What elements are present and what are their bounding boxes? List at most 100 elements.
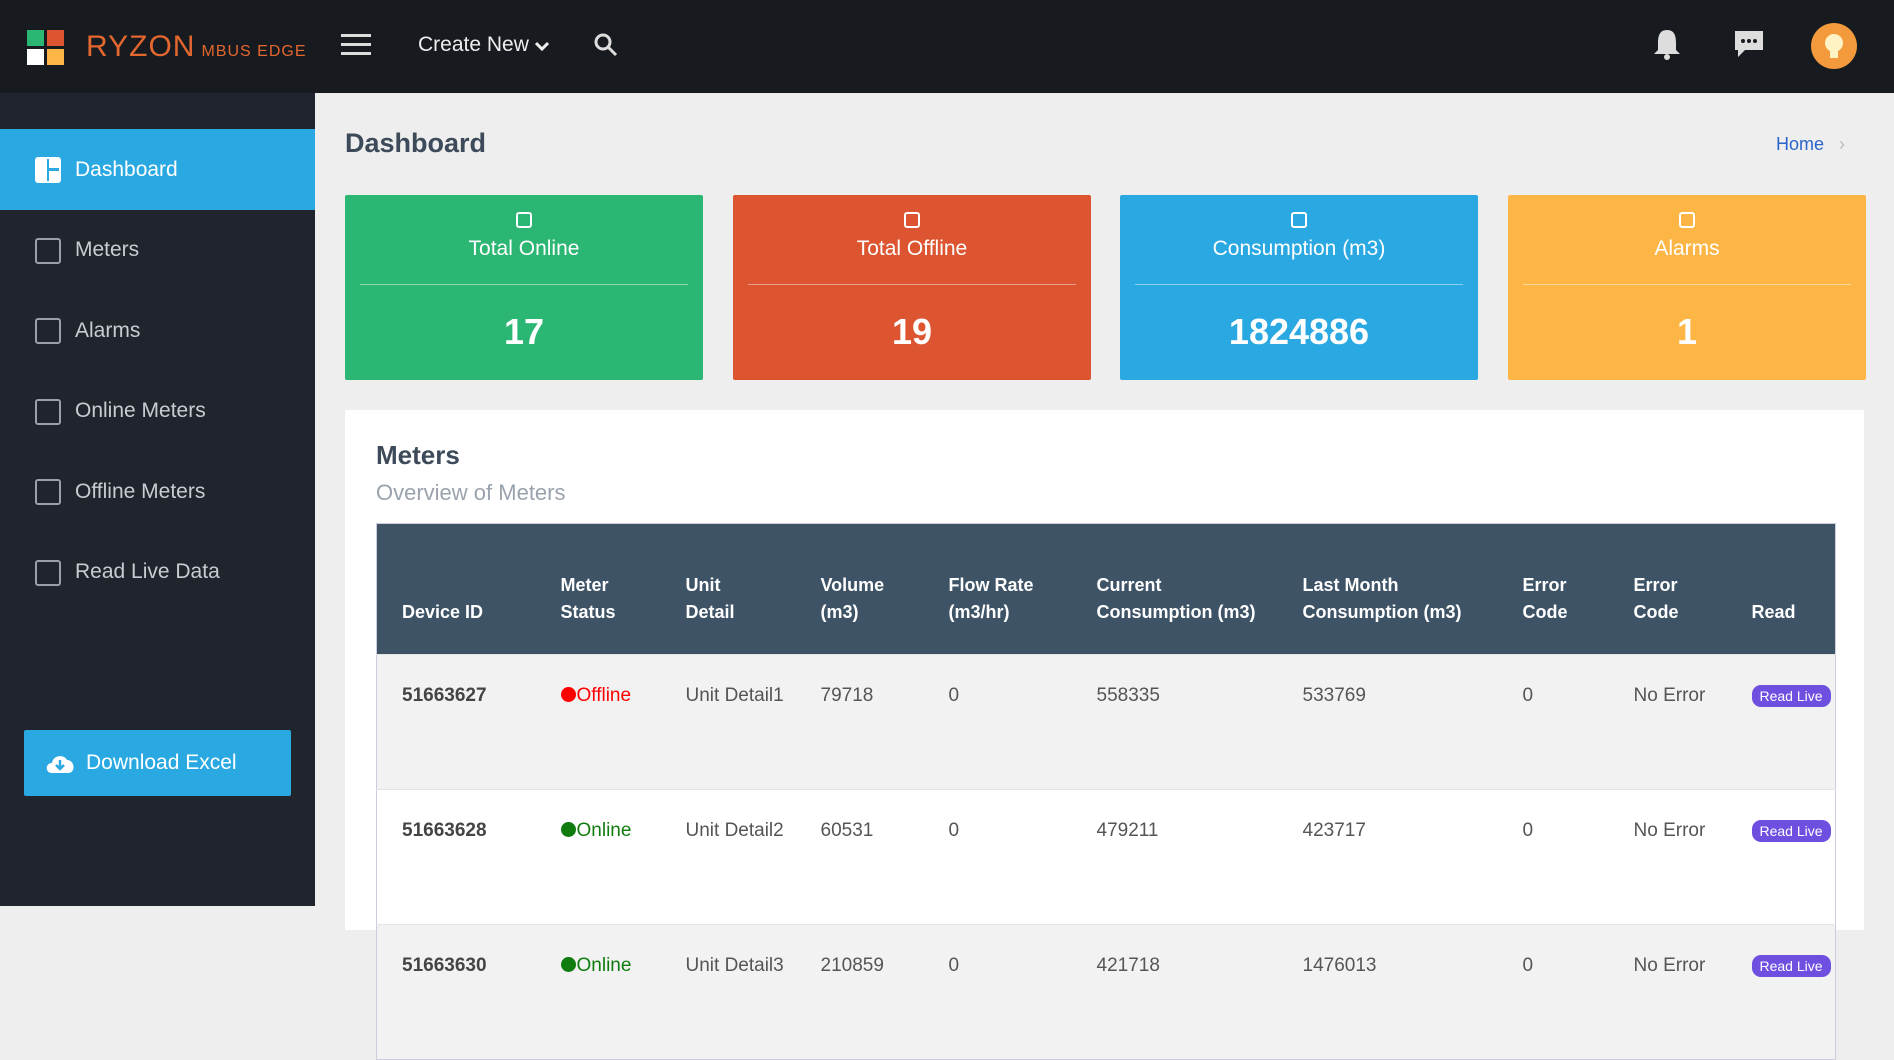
cell-device: 51663628: [376, 789, 536, 925]
header-text: Flow Rate: [948, 575, 1034, 595]
column-header: Device ID: [376, 523, 536, 655]
nav-icon: [35, 479, 61, 505]
nav-label: Meters: [75, 238, 140, 261]
status-dot: [560, 687, 576, 702]
cell-text: 1476013: [1302, 955, 1377, 976]
status-text: Offline: [576, 685, 632, 706]
cell-flow: 0: [923, 654, 1072, 790]
menu-toggle[interactable]: [341, 33, 371, 57]
top-bar: RYZON MBUS EDGE Create New: [0, 0, 1894, 93]
cell-text: 0: [1522, 685, 1534, 706]
header-text: Last Month: [1302, 575, 1399, 595]
header-text: Current: [1096, 575, 1162, 595]
stat-card: Consumption (m3) 1824886: [1120, 195, 1478, 380]
cell-error: No Error: [1608, 654, 1727, 790]
card-icon: [1291, 212, 1307, 228]
cell-text: 423717: [1302, 820, 1366, 841]
create-new[interactable]: Create New: [418, 33, 549, 57]
card-value: 1824886: [1228, 311, 1370, 352]
cell-text: 421718: [1096, 955, 1160, 976]
search[interactable]: [594, 33, 618, 57]
messages[interactable]: [1733, 29, 1765, 59]
nav-item[interactable]: Alarms: [0, 290, 315, 371]
cell-unit: Unit Detail1: [660, 654, 796, 790]
column-header: Volume (m3): [795, 523, 924, 655]
header-text: Detail: [685, 602, 735, 622]
stat-card: Total Online 17: [345, 195, 703, 380]
cell-text: No Error: [1633, 685, 1706, 706]
notifications[interactable]: [1652, 28, 1682, 60]
brand-name: RYZON: [86, 30, 196, 63]
cell-text: 0: [948, 685, 960, 706]
cell-read: Read Live: [1726, 924, 1836, 1060]
column-header: Flow Rate (m3/hr): [923, 523, 1072, 655]
nav-label: Dashboard: [75, 157, 178, 181]
status-dot: [560, 957, 576, 972]
breadcrumb-home: Home: [1776, 134, 1825, 154]
card-icon: [904, 212, 920, 228]
cell-code: 0: [1497, 654, 1609, 790]
header-text: Error: [1522, 575, 1567, 595]
avatar[interactable]: [1811, 23, 1857, 69]
stat-card: Alarms 1: [1508, 195, 1866, 380]
download-label: Download Excel: [86, 751, 237, 774]
column-header: Read: [1726, 523, 1836, 655]
cell-text: Unit Detail3: [685, 955, 784, 976]
nav-item[interactable]: Dashboard: [0, 129, 315, 210]
card-label: Alarms: [1654, 237, 1720, 260]
cell-status: Online: [535, 924, 661, 1060]
breadcrumb[interactable]: Home ›: [1776, 134, 1846, 154]
nav-icon: [35, 559, 61, 586]
header-text: Volume: [820, 575, 885, 595]
read-live-button[interactable]: Read Live: [1751, 820, 1831, 842]
cell-text: 0: [948, 820, 960, 841]
nav-icon: [35, 398, 61, 425]
cell-text: Unit Detail2: [685, 820, 784, 841]
cell-text: 479211: [1096, 820, 1159, 841]
header-text: (m3): [820, 602, 859, 622]
column-header: Last Month Consumption (m3): [1277, 523, 1498, 655]
card-label: Total Online: [468, 237, 580, 260]
panel-subtitle: Overview of Meters: [376, 480, 566, 505]
header-text: Status: [560, 602, 616, 622]
nav-icon: [35, 318, 61, 344]
read-live-button[interactable]: Read Live: [1751, 685, 1831, 707]
card-value: 17: [503, 311, 545, 352]
cell-text: 79718: [820, 685, 874, 706]
header-text: (m3/hr): [948, 602, 1010, 622]
nav-item[interactable]: Online Meters: [0, 371, 315, 452]
card-label: Consumption (m3): [1212, 237, 1386, 260]
cell-text: 51663630: [402, 955, 487, 976]
meters-panel: Meters Overview of Meters Device ID Meter…: [345, 410, 1864, 1060]
card-icon: [516, 212, 532, 228]
cell-last: 1476013: [1277, 924, 1498, 1060]
card-label: Total Offline: [856, 237, 968, 260]
cell-volume: 60531: [795, 789, 924, 925]
header-text: Code: [1633, 602, 1679, 622]
nav-item[interactable]: Offline Meters: [0, 451, 315, 532]
status-text: Online: [576, 820, 632, 841]
cell-error: No Error: [1608, 789, 1727, 925]
header-text: Meter: [560, 575, 609, 595]
panel-title: Meters: [376, 440, 460, 470]
read-live-button[interactable]: Read Live: [1751, 955, 1831, 977]
logo: [27, 30, 64, 65]
nav-item[interactable]: Meters: [0, 210, 315, 291]
nav-icon: [35, 237, 61, 264]
cell-error: No Error: [1608, 924, 1727, 1060]
cell-volume: 79718: [795, 654, 924, 790]
card-divider: [1523, 284, 1851, 285]
brand: RYZON MBUS EDGE: [86, 30, 306, 64]
cell-flow: 0: [923, 789, 1072, 925]
cell-current: 421718: [1071, 924, 1278, 1060]
download-excel[interactable]: Download Excel: [24, 730, 291, 796]
nav-label: Offline Meters: [75, 479, 206, 503]
cell-text: 533769: [1302, 685, 1366, 706]
card-icon: [1679, 212, 1695, 228]
header-text: Code: [1522, 602, 1568, 622]
cell-text: Unit Detail1: [685, 685, 784, 706]
nav-item[interactable]: Read Live Data: [0, 532, 315, 613]
nav-label: Read Live Data: [75, 560, 220, 583]
cell-text: 51663628: [402, 820, 487, 841]
cell-text: 0: [1522, 955, 1534, 976]
